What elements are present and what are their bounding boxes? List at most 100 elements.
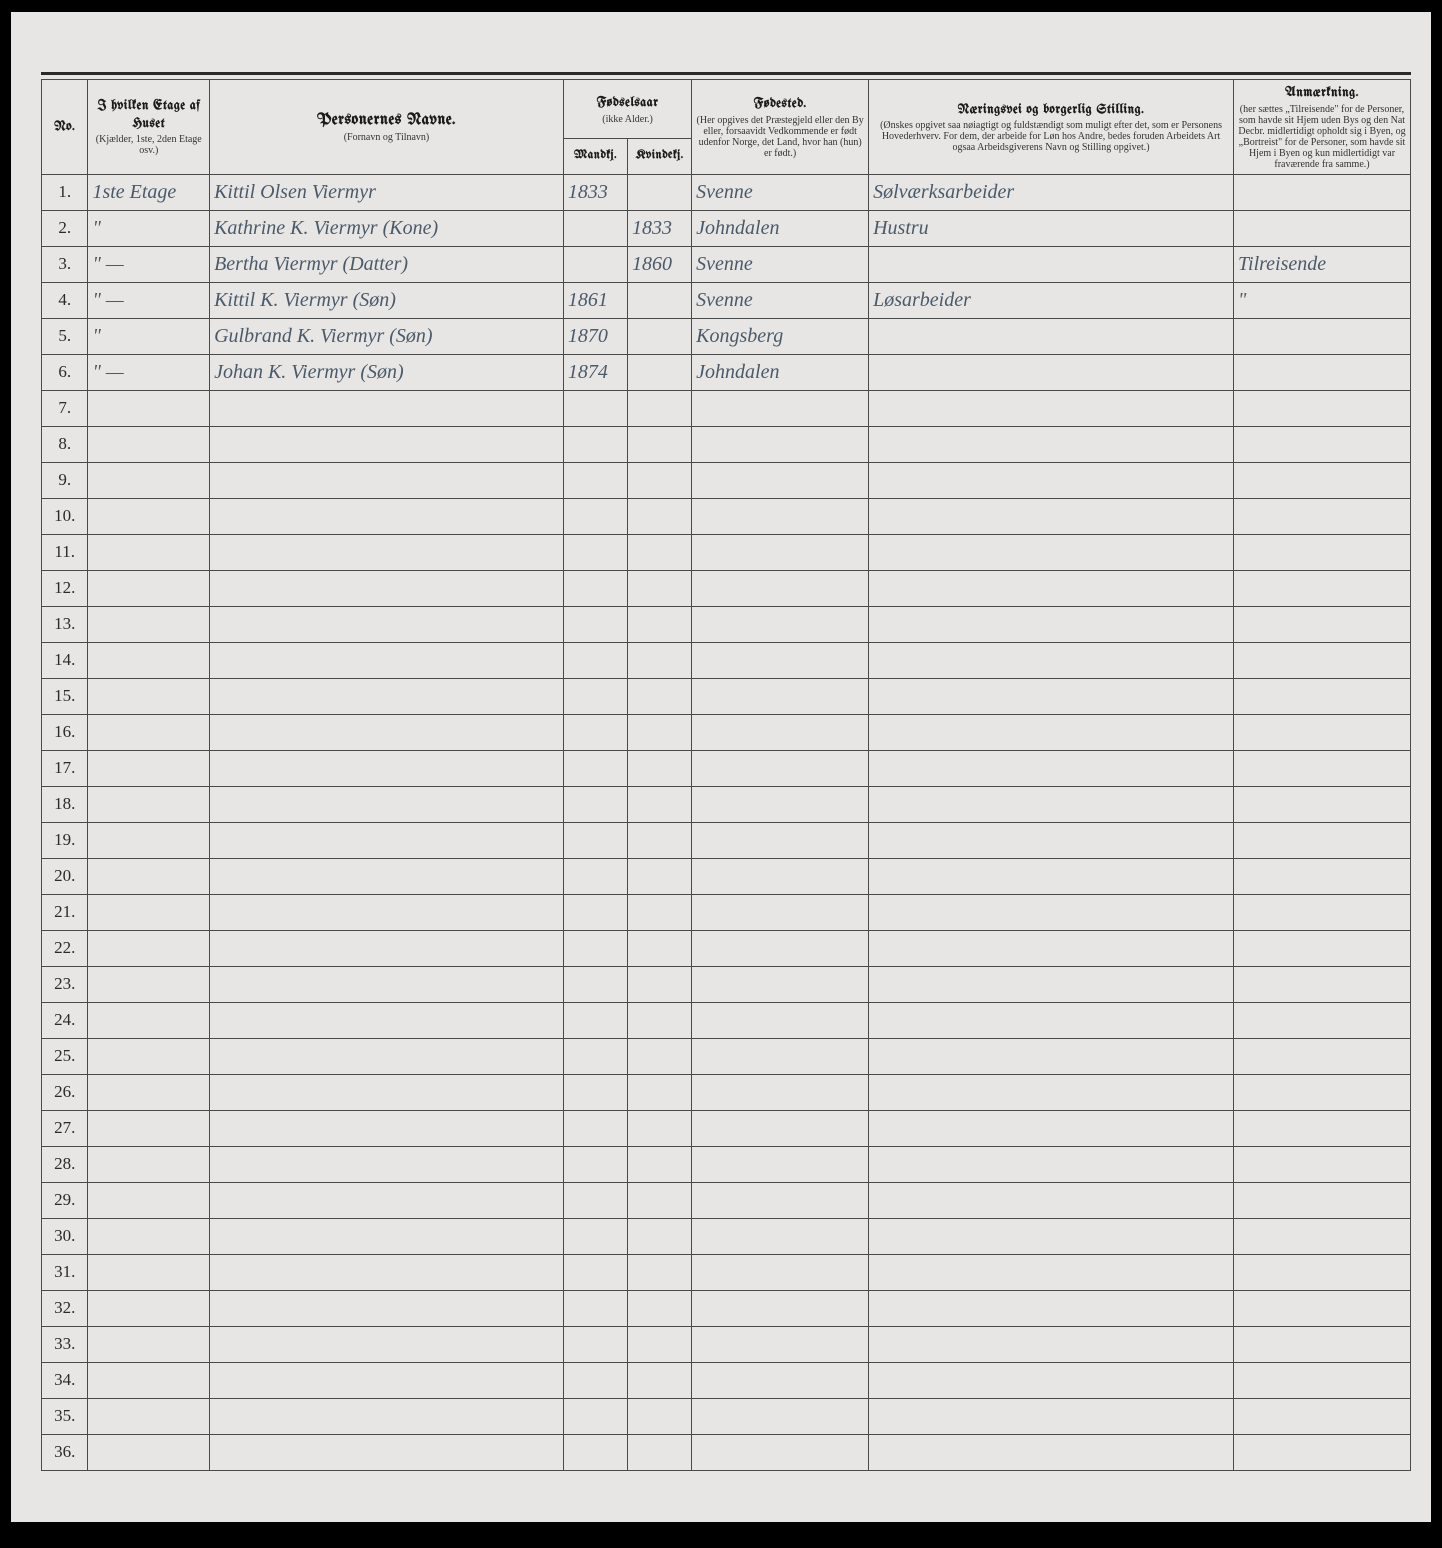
cell-kvind (628, 1110, 692, 1146)
table-row: 35. (42, 1398, 1411, 1434)
cell-fodested (692, 714, 869, 750)
table-row: 33. (42, 1326, 1411, 1362)
cell-anm (1234, 354, 1411, 390)
cell-anm (1234, 1254, 1411, 1290)
cell-kvind (628, 390, 692, 426)
table-row: 34. (42, 1362, 1411, 1398)
cell-etage (88, 786, 210, 822)
cell-naering (869, 1002, 1234, 1038)
header-navn: Personernes Navne. (Fornavn og Tilnavn) (210, 80, 564, 175)
cell-mand: 1870 (563, 318, 627, 354)
cell-fodested (692, 1434, 869, 1470)
cell-mand (563, 1290, 627, 1326)
table-row: 22. (42, 930, 1411, 966)
table-row: 6." —Johan K. Viermyr (Søn)1874Johndalen (42, 354, 1411, 390)
cell-fodested (692, 786, 869, 822)
top-rule (41, 72, 1411, 75)
cell-mand (563, 1218, 627, 1254)
cell-etage (88, 1254, 210, 1290)
cell-navn (210, 1074, 564, 1110)
cell-kvind (628, 1002, 692, 1038)
table-row: 12. (42, 570, 1411, 606)
cell-kvind (628, 750, 692, 786)
cell-fodested (692, 750, 869, 786)
cell-navn (210, 1146, 564, 1182)
cell-fodested (692, 1326, 869, 1362)
cell-fodested (692, 894, 869, 930)
cell-mand (563, 894, 627, 930)
cell-mand (563, 606, 627, 642)
cell-anm (1234, 786, 1411, 822)
cell-etage (88, 1146, 210, 1182)
cell-naering (869, 318, 1234, 354)
cell-anm (1234, 1290, 1411, 1326)
table-row: 3." —Bertha Viermyr (Datter)1860SvenneTi… (42, 246, 1411, 282)
cell-etage: " (88, 318, 210, 354)
cell-navn (210, 534, 564, 570)
cell-anm (1234, 966, 1411, 1002)
cell-fodested (692, 1398, 869, 1434)
cell-etage (88, 750, 210, 786)
cell-row-number: 12. (42, 570, 88, 606)
cell-etage (88, 894, 210, 930)
cell-row-number: 30. (42, 1218, 88, 1254)
cell-fodested (692, 642, 869, 678)
cell-mand (563, 678, 627, 714)
header-kvindekj: Kvindekj. (628, 139, 692, 174)
cell-kvind (628, 822, 692, 858)
cell-row-number: 20. (42, 858, 88, 894)
cell-navn (210, 1038, 564, 1074)
header-no-label: No. (54, 121, 75, 134)
cell-fodested (692, 858, 869, 894)
cell-kvind (628, 786, 692, 822)
cell-fodested (692, 390, 869, 426)
table-row: 4." —Kittil K. Viermyr (Søn)1861SvenneLø… (42, 282, 1411, 318)
cell-row-number: 26. (42, 1074, 88, 1110)
cell-anm (1234, 1398, 1411, 1434)
cell-row-number: 29. (42, 1182, 88, 1218)
cell-row-number: 3. (42, 246, 88, 282)
cell-mand (563, 750, 627, 786)
cell-navn (210, 930, 564, 966)
cell-etage (88, 462, 210, 498)
cell-fodested: Svenne (692, 174, 869, 210)
cell-etage (88, 1038, 210, 1074)
table-row: 14. (42, 642, 1411, 678)
cell-etage (88, 1074, 210, 1110)
cell-row-number: 31. (42, 1254, 88, 1290)
cell-row-number: 18. (42, 786, 88, 822)
cell-navn (210, 426, 564, 462)
cell-row-number: 22. (42, 930, 88, 966)
cell-row-number: 13. (42, 606, 88, 642)
cell-navn (210, 1290, 564, 1326)
cell-naering (869, 930, 1234, 966)
header-naering-note: (Ønskes opgivet saa nøiagtigt og fuldstæ… (872, 120, 1230, 153)
cell-kvind (628, 1038, 692, 1074)
cell-fodested (692, 1110, 869, 1146)
cell-fodested (692, 930, 869, 966)
cell-mand (563, 498, 627, 534)
cell-naering (869, 966, 1234, 1002)
cell-fodested (692, 426, 869, 462)
cell-fodested (692, 966, 869, 1002)
cell-kvind (628, 930, 692, 966)
cell-anm (1234, 1074, 1411, 1110)
cell-navn (210, 1254, 564, 1290)
cell-etage: " (88, 210, 210, 246)
cell-naering (869, 354, 1234, 390)
header-anmerkning-title: Anmærkning. (1285, 87, 1359, 100)
cell-navn (210, 1110, 564, 1146)
cell-etage (88, 1182, 210, 1218)
cell-kvind (628, 1074, 692, 1110)
cell-anm (1234, 318, 1411, 354)
table-row: 11. (42, 534, 1411, 570)
cell-mand (563, 390, 627, 426)
header-naering: Næringsvei og borgerlig Stilling. (Ønske… (869, 80, 1234, 175)
cell-row-number: 34. (42, 1362, 88, 1398)
cell-row-number: 21. (42, 894, 88, 930)
header-anmerkning: Anmærkning. (her sættes „Tilreisende" fo… (1234, 80, 1411, 175)
cell-kvind (628, 1218, 692, 1254)
table-row: 2."Kathrine K. Viermyr (Kone)1833Johndal… (42, 210, 1411, 246)
cell-etage: 1ste Etage (88, 174, 210, 210)
cell-naering (869, 786, 1234, 822)
